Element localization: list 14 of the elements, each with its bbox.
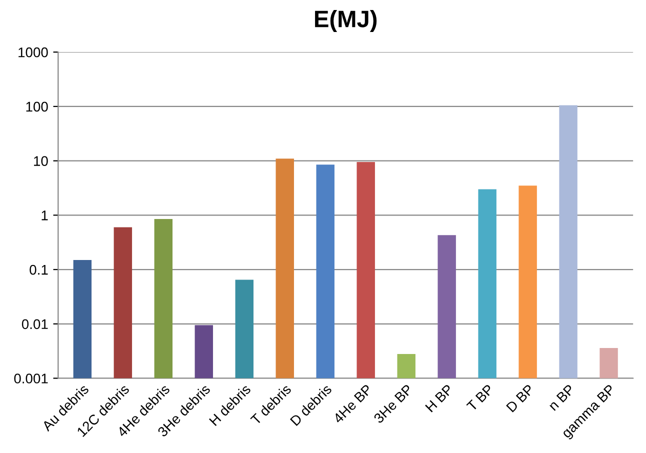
- x-tick-label: D BP: [506, 384, 534, 412]
- x-tick-label: H BP: [425, 384, 454, 412]
- y-tick-label: 0.001: [14, 374, 48, 384]
- y-tick-label: 1000: [18, 47, 48, 58]
- x-tick-label: 4He BP: [332, 384, 373, 424]
- chart-title: E(MJ): [315, 10, 377, 32]
- y-tick-label: 1: [42, 210, 48, 220]
- x-tick-label: n BP: [548, 384, 575, 411]
- x-tick-label: T BP: [466, 384, 494, 412]
- y-tick-label: 0.1: [30, 264, 48, 275]
- y-tick-label: 10: [34, 156, 48, 166]
- y-tick-label: 100: [26, 102, 48, 112]
- x-tick-label: 3He BP: [373, 384, 414, 424]
- y-tick-label: 0.01: [22, 319, 48, 330]
